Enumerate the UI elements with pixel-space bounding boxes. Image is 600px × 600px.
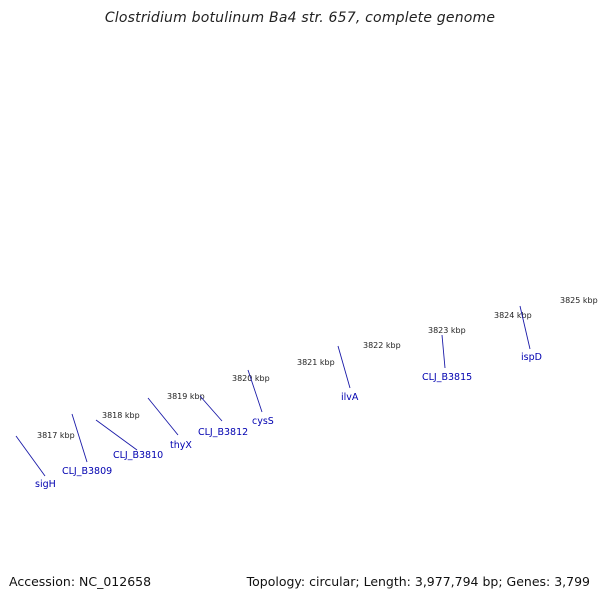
scale-label: 3822 kbp [363,341,401,350]
scale-label: 3823 kbp [428,326,466,335]
scale-label: 3818 kbp [102,411,140,420]
scale-label: 3817 kbp [37,431,75,440]
label-leaders [15,305,531,477]
label-leader-line [519,305,531,350]
label-leader-line [199,395,223,422]
scale-label: 3825 kbp [560,296,598,305]
gene-label: ispD [521,352,542,363]
gene-label: CLJ_B3810 [113,450,163,461]
label-leader-line [15,435,46,477]
label-leader-line [337,345,351,389]
gene-label: CLJ_B3809 [62,466,112,477]
scale-label: 3821 kbp [297,358,335,367]
label-leader-line [95,419,138,451]
label-leader-line [147,397,179,436]
gene-label: CLJ_B3815 [422,372,472,383]
scale-label: 3819 kbp [167,392,205,401]
summary-text: Topology: circular; Length: 3,977,794 bp… [246,574,590,589]
label-leader-line [247,369,263,413]
scale-label: 3824 kbp [494,311,532,320]
gene-label: sigH [35,479,56,490]
gene-label: thyX [170,440,192,451]
label-leader-line [71,413,88,463]
gene-label: CLJ_B3812 [198,427,248,438]
map-title: Clostridium botulinum Ba4 str. 657, comp… [104,10,496,26]
label-leader-line [441,334,446,369]
gene-label: cysS [252,416,274,427]
accession-text: Accession: NC_012658 [9,574,152,589]
gene-label: ilvA [341,392,359,403]
